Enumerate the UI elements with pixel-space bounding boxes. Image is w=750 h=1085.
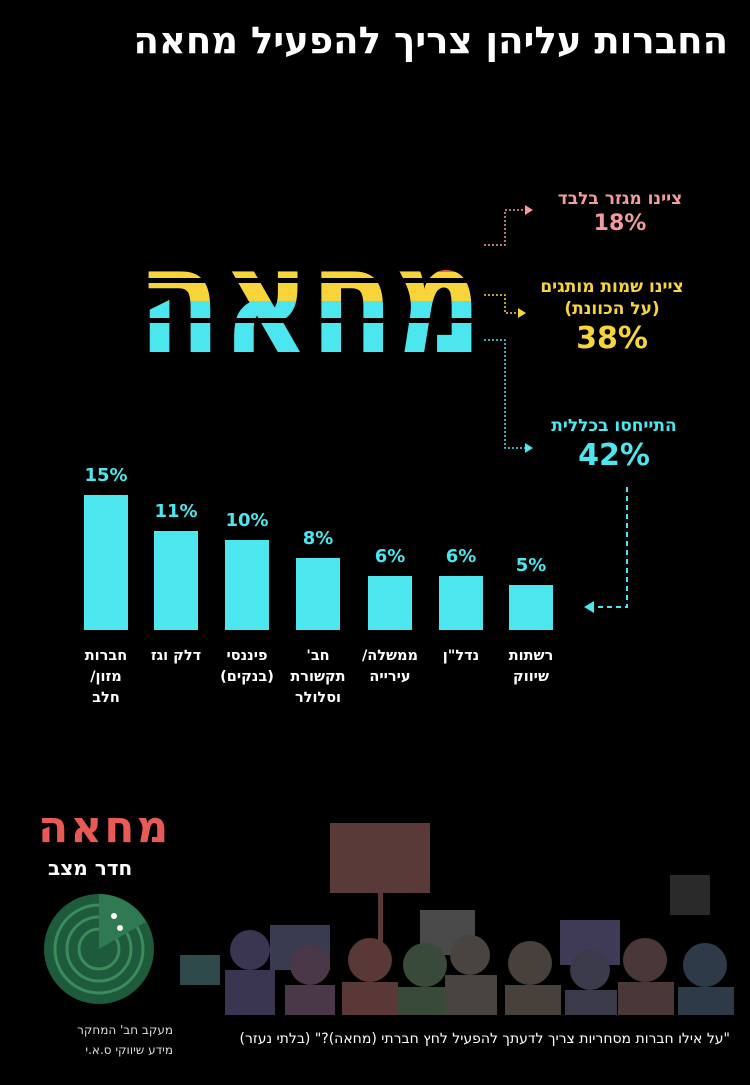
- bar-0: [84, 495, 128, 630]
- bar-2: [225, 540, 269, 630]
- survey-question: "על אילו חברות מסחריות צריך לדעתך להפעיל…: [239, 1031, 730, 1047]
- category-label-line: פיננסי: [226, 648, 268, 664]
- radar-icon: [44, 894, 154, 1004]
- chart-title: החברות עליהן צריך להפעיל מחאה: [133, 19, 728, 62]
- category-label-1: דלק וגז: [131, 646, 221, 667]
- category-label-line: נדל"ן: [442, 648, 480, 664]
- category-label-line: חב': [306, 648, 330, 664]
- bar-value-label-1: 11%: [154, 501, 198, 522]
- bar-value-label-5: 6%: [445, 546, 477, 567]
- logo-word: מחאה: [38, 802, 171, 853]
- research-credit: מעקב חב' המחקר מידע שיווקי ס.א.י: [38, 1020, 173, 1060]
- bar-value-label-2: 10%: [225, 510, 269, 531]
- category-label-2: פיננסי (בנקים): [202, 646, 292, 688]
- callout-general: התייחסו בכללית 42%: [514, 415, 714, 475]
- credit-line-1: מעקב חב' המחקר: [77, 1023, 173, 1037]
- callout-general-value: 42%: [578, 438, 650, 473]
- category-label-line: דלק וגז: [150, 648, 202, 664]
- callout-connectors: [484, 205, 533, 453]
- bar-3: [296, 558, 340, 630]
- bar-value-label-6: 5%: [515, 555, 547, 576]
- callout-sector-text: ציינו מגזר בלבד: [557, 189, 683, 209]
- logo-subtitle: חדר מצב: [48, 856, 133, 880]
- bar-4: [368, 576, 412, 630]
- protest-crowd-illustration: [180, 823, 734, 1015]
- category-label-line: חברות: [84, 648, 128, 664]
- chart-pointer-arrow: [584, 487, 628, 613]
- bar-1: [154, 531, 198, 630]
- protest-word-text: מחאה: [138, 240, 483, 360]
- bar-value-label-4: 6%: [374, 546, 406, 567]
- category-label-0: חברות מזון/חלב: [61, 646, 151, 709]
- callout-names-value: 38%: [576, 321, 648, 356]
- protest-word-graphic: מחאה: [135, 240, 485, 360]
- callout-general-text: התייחסו בכללית: [551, 416, 677, 436]
- callout-sector: ציינו מגזר בלבד 18%: [530, 188, 710, 238]
- category-label-4: ממשלה/עירייה: [345, 646, 435, 688]
- bar-5: [439, 576, 483, 630]
- category-label-6: רשתות שיווק: [486, 646, 576, 688]
- category-label-line: עירייה: [369, 669, 411, 685]
- category-label-line: ממשלה/: [361, 648, 418, 664]
- category-label-line: מזון/: [90, 669, 122, 685]
- callout-names-text: ציינו שמות מותגים: [540, 277, 684, 297]
- category-label-line: שיווק: [513, 669, 549, 685]
- category-label-5: נדל"ן: [416, 646, 506, 667]
- callout-names-text2: (על הכוונת): [564, 299, 660, 319]
- category-label-3: חב' תקשורת וסלולר: [273, 646, 363, 709]
- category-label-line: רשתות: [508, 648, 554, 664]
- callout-sector-value: 18%: [593, 211, 647, 236]
- callout-names: ציינו שמות מותגים (על הכוונת) 38%: [512, 276, 712, 358]
- category-label-line: וסלולר: [294, 690, 342, 706]
- category-label-line: חלב: [92, 690, 120, 706]
- credit-line-2: מידע שיווקי ס.א.י: [85, 1043, 173, 1057]
- category-label-line: (בנקים): [220, 669, 274, 685]
- bar-6: [509, 585, 553, 630]
- bar-value-label-0: 15%: [84, 465, 128, 486]
- category-label-line: תקשורת: [290, 669, 346, 685]
- bar-value-label-3: 8%: [302, 528, 334, 549]
